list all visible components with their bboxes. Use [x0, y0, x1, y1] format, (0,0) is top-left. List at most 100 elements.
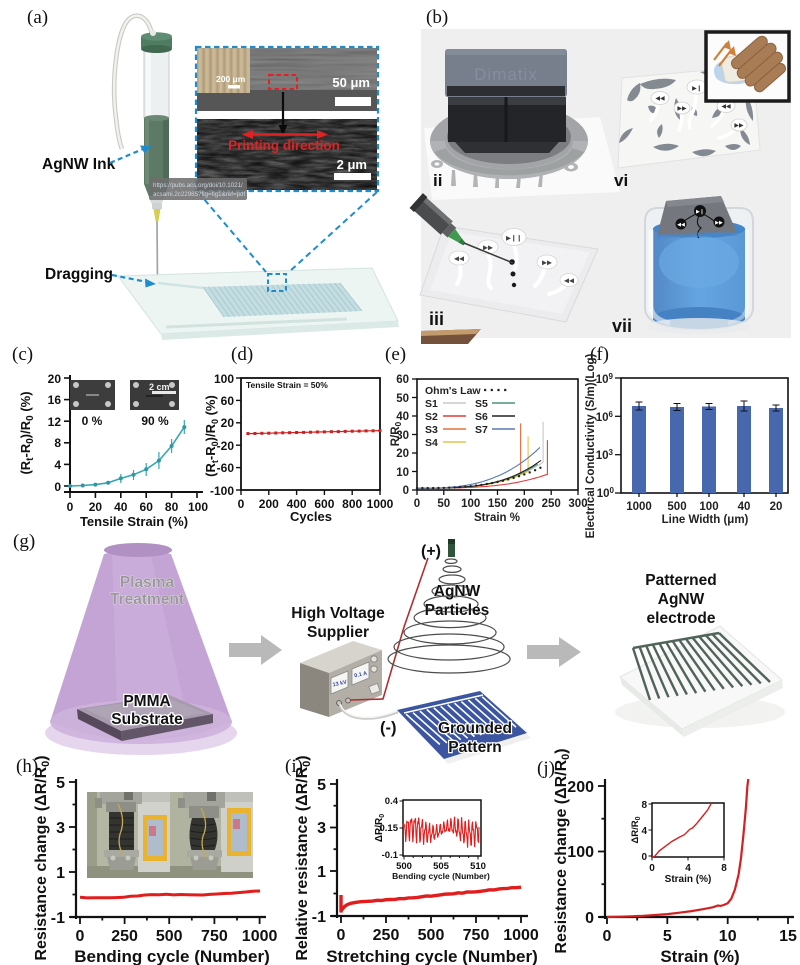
svg-text:20: 20 — [221, 416, 235, 430]
svg-text:▶▶: ▶▶ — [677, 106, 687, 112]
svg-text:▶▶: ▶▶ — [734, 123, 744, 129]
svg-text:Tensile Strain (%): Tensile Strain (%) — [80, 514, 188, 529]
svg-text:103: 103 — [596, 448, 614, 462]
svg-text:0: 0 — [641, 852, 647, 863]
svg-text:50 μm: 50 μm — [332, 75, 370, 90]
svg-text:1000: 1000 — [242, 928, 278, 945]
svg-text:Cycles: Cycles — [290, 509, 332, 524]
svg-text:200: 200 — [259, 497, 279, 511]
svg-text:20: 20 — [396, 448, 409, 460]
svg-text:4: 4 — [685, 863, 691, 874]
svg-text:5: 5 — [56, 775, 65, 792]
svg-text:0: 0 — [76, 928, 85, 945]
svg-text:S4: S4 — [425, 437, 438, 449]
svg-text:100: 100 — [699, 501, 718, 513]
svg-text:30: 30 — [396, 430, 409, 442]
svg-text:-1: -1 — [51, 910, 65, 927]
svg-text:100: 100 — [597, 486, 615, 500]
svg-text:Dimatix: Dimatix — [474, 65, 538, 84]
svg-text:505: 505 — [433, 861, 450, 872]
svg-text:4: 4 — [641, 826, 647, 837]
svg-text:◀◀: ◀◀ — [655, 96, 665, 102]
svg-text:15: 15 — [779, 928, 797, 945]
svg-text:750: 750 — [201, 928, 228, 945]
svg-text:10: 10 — [396, 467, 409, 479]
svg-text:(h): (h) — [16, 756, 38, 777]
svg-text:Dragging: Dragging — [45, 266, 113, 283]
svg-text:Printing direction: Printing direction — [228, 138, 340, 153]
svg-text:100: 100 — [461, 498, 480, 510]
svg-text:Plasma: Plasma — [120, 574, 175, 591]
svg-text:8: 8 — [721, 863, 727, 874]
svg-text:40: 40 — [396, 411, 409, 423]
svg-text:S2: S2 — [425, 411, 438, 423]
svg-text:acsami.2c22985?fig=fig1&ref=pd: acsami.2c22985?fig=fig1&ref=pdf — [153, 191, 245, 198]
svg-text:1000: 1000 — [626, 501, 652, 513]
svg-text:(Rt-R0)/R0 (%): (Rt-R0)/R0 (%) — [18, 391, 36, 474]
svg-text:ΔR/R0: ΔR/R0 — [630, 816, 642, 843]
svg-text:S1: S1 — [425, 398, 438, 410]
svg-text:Supplier: Supplier — [307, 624, 369, 641]
svg-text:(j): (j) — [537, 758, 555, 779]
svg-text:-100: -100 — [210, 484, 234, 498]
svg-text:Bending cycle (Number): Bending cycle (Number) — [392, 871, 490, 881]
svg-text:Strain (%): Strain (%) — [665, 874, 712, 885]
svg-text:90 %: 90 % — [141, 414, 169, 428]
svg-text:▶▶: ▶▶ — [715, 220, 723, 226]
svg-text:◀◀: ◀◀ — [721, 104, 731, 110]
svg-text:250: 250 — [542, 498, 561, 510]
svg-text:109: 109 — [596, 372, 614, 386]
svg-text:16: 16 — [48, 393, 62, 407]
svg-text:vi: vi — [614, 171, 628, 190]
svg-text:0: 0 — [54, 480, 61, 494]
svg-text:(-): (-) — [380, 719, 396, 737]
svg-text:500: 500 — [667, 501, 686, 513]
svg-text:500: 500 — [418, 927, 445, 944]
svg-text:100: 100 — [567, 844, 594, 861]
svg-text:0: 0 — [403, 485, 409, 497]
svg-text:-20: -20 — [217, 439, 235, 453]
svg-text:200: 200 — [515, 498, 534, 510]
svg-text:Patterned: Patterned — [645, 572, 717, 589]
svg-text:2 cm: 2 cm — [149, 382, 170, 392]
svg-text:Treatment: Treatment — [110, 591, 184, 608]
svg-text:▶▶: ▶▶ — [483, 245, 494, 252]
svg-text:0: 0 — [238, 497, 245, 511]
svg-text:0.4: 0.4 — [385, 796, 399, 807]
svg-text:150: 150 — [488, 498, 507, 510]
svg-text:Substrate: Substrate — [111, 711, 183, 728]
svg-text:-0.1: -0.1 — [382, 850, 399, 861]
svg-text:AgNW: AgNW — [434, 583, 481, 600]
svg-text:ΔR/R0: ΔR/R0 — [374, 814, 386, 842]
svg-text:600: 600 — [314, 497, 334, 511]
svg-text:1000: 1000 — [503, 927, 539, 944]
svg-text:-1: -1 — [312, 909, 326, 926]
svg-text:40: 40 — [738, 501, 751, 513]
svg-text:https://pubs.acs.org/doi/10.10: https://pubs.acs.org/doi/10.1021/ — [153, 182, 243, 189]
svg-text:electrode: electrode — [647, 610, 716, 627]
svg-text:AgNW Ink: AgNW Ink — [42, 156, 116, 173]
svg-text:0.1 A: 0.1 A — [354, 671, 368, 680]
svg-text:High Voltage: High Voltage — [291, 605, 385, 622]
svg-text:Strain %: Strain % — [474, 512, 520, 524]
svg-text:100: 100 — [188, 500, 208, 514]
svg-text:2 μm: 2 μm — [337, 157, 367, 172]
svg-text:3: 3 — [317, 820, 326, 837]
svg-text:13 kV: 13 kV — [332, 680, 348, 689]
svg-text:vii: vii — [612, 316, 632, 336]
svg-text:R/R0: R/R0 — [390, 421, 403, 446]
svg-text:106: 106 — [596, 410, 614, 424]
svg-text:0: 0 — [649, 863, 655, 874]
svg-text:510: 510 — [470, 861, 486, 872]
svg-text:40: 40 — [114, 500, 128, 514]
svg-text:0 %: 0 % — [82, 414, 103, 428]
svg-text:▶❙❙: ▶❙❙ — [506, 234, 522, 242]
svg-text:PMMA: PMMA — [123, 693, 170, 710]
svg-text:500: 500 — [156, 928, 183, 945]
svg-text:0: 0 — [585, 910, 594, 927]
svg-text:▶❙: ▶❙ — [696, 209, 704, 215]
svg-text:8: 8 — [54, 436, 61, 450]
svg-text:(f): (f) — [590, 344, 609, 365]
svg-text:0: 0 — [414, 498, 420, 510]
svg-text:(a): (a) — [27, 7, 48, 28]
